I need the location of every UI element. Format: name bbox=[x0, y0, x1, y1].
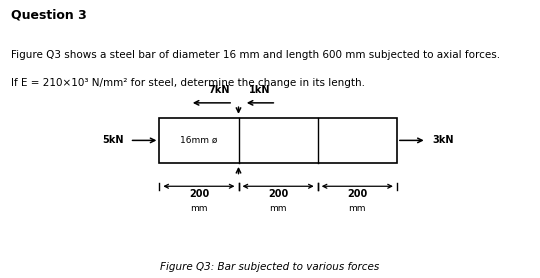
Text: 16mm ø: 16mm ø bbox=[180, 136, 218, 145]
Text: 200: 200 bbox=[347, 189, 367, 199]
Text: Figure Q3 shows a steel bar of diameter 16 mm and length 600 mm subjected to axi: Figure Q3 shows a steel bar of diameter … bbox=[11, 50, 500, 60]
Text: mm: mm bbox=[269, 204, 287, 213]
Text: mm: mm bbox=[348, 204, 366, 213]
Text: If E = 210×10³ N/mm² for steel, determine the change in its length.: If E = 210×10³ N/mm² for steel, determin… bbox=[11, 78, 365, 88]
Text: 7kN: 7kN bbox=[209, 85, 230, 95]
Text: 5kN: 5kN bbox=[103, 135, 124, 145]
Text: 200: 200 bbox=[189, 189, 209, 199]
Text: Question 3: Question 3 bbox=[11, 8, 86, 21]
Text: 3kN: 3kN bbox=[432, 135, 454, 145]
Text: 1kN: 1kN bbox=[249, 85, 271, 95]
Text: mm: mm bbox=[190, 204, 208, 213]
Text: 200: 200 bbox=[268, 189, 288, 199]
Bar bbox=[159, 118, 397, 163]
Text: Figure Q3: Bar subjected to various forces: Figure Q3: Bar subjected to various forc… bbox=[160, 262, 380, 272]
